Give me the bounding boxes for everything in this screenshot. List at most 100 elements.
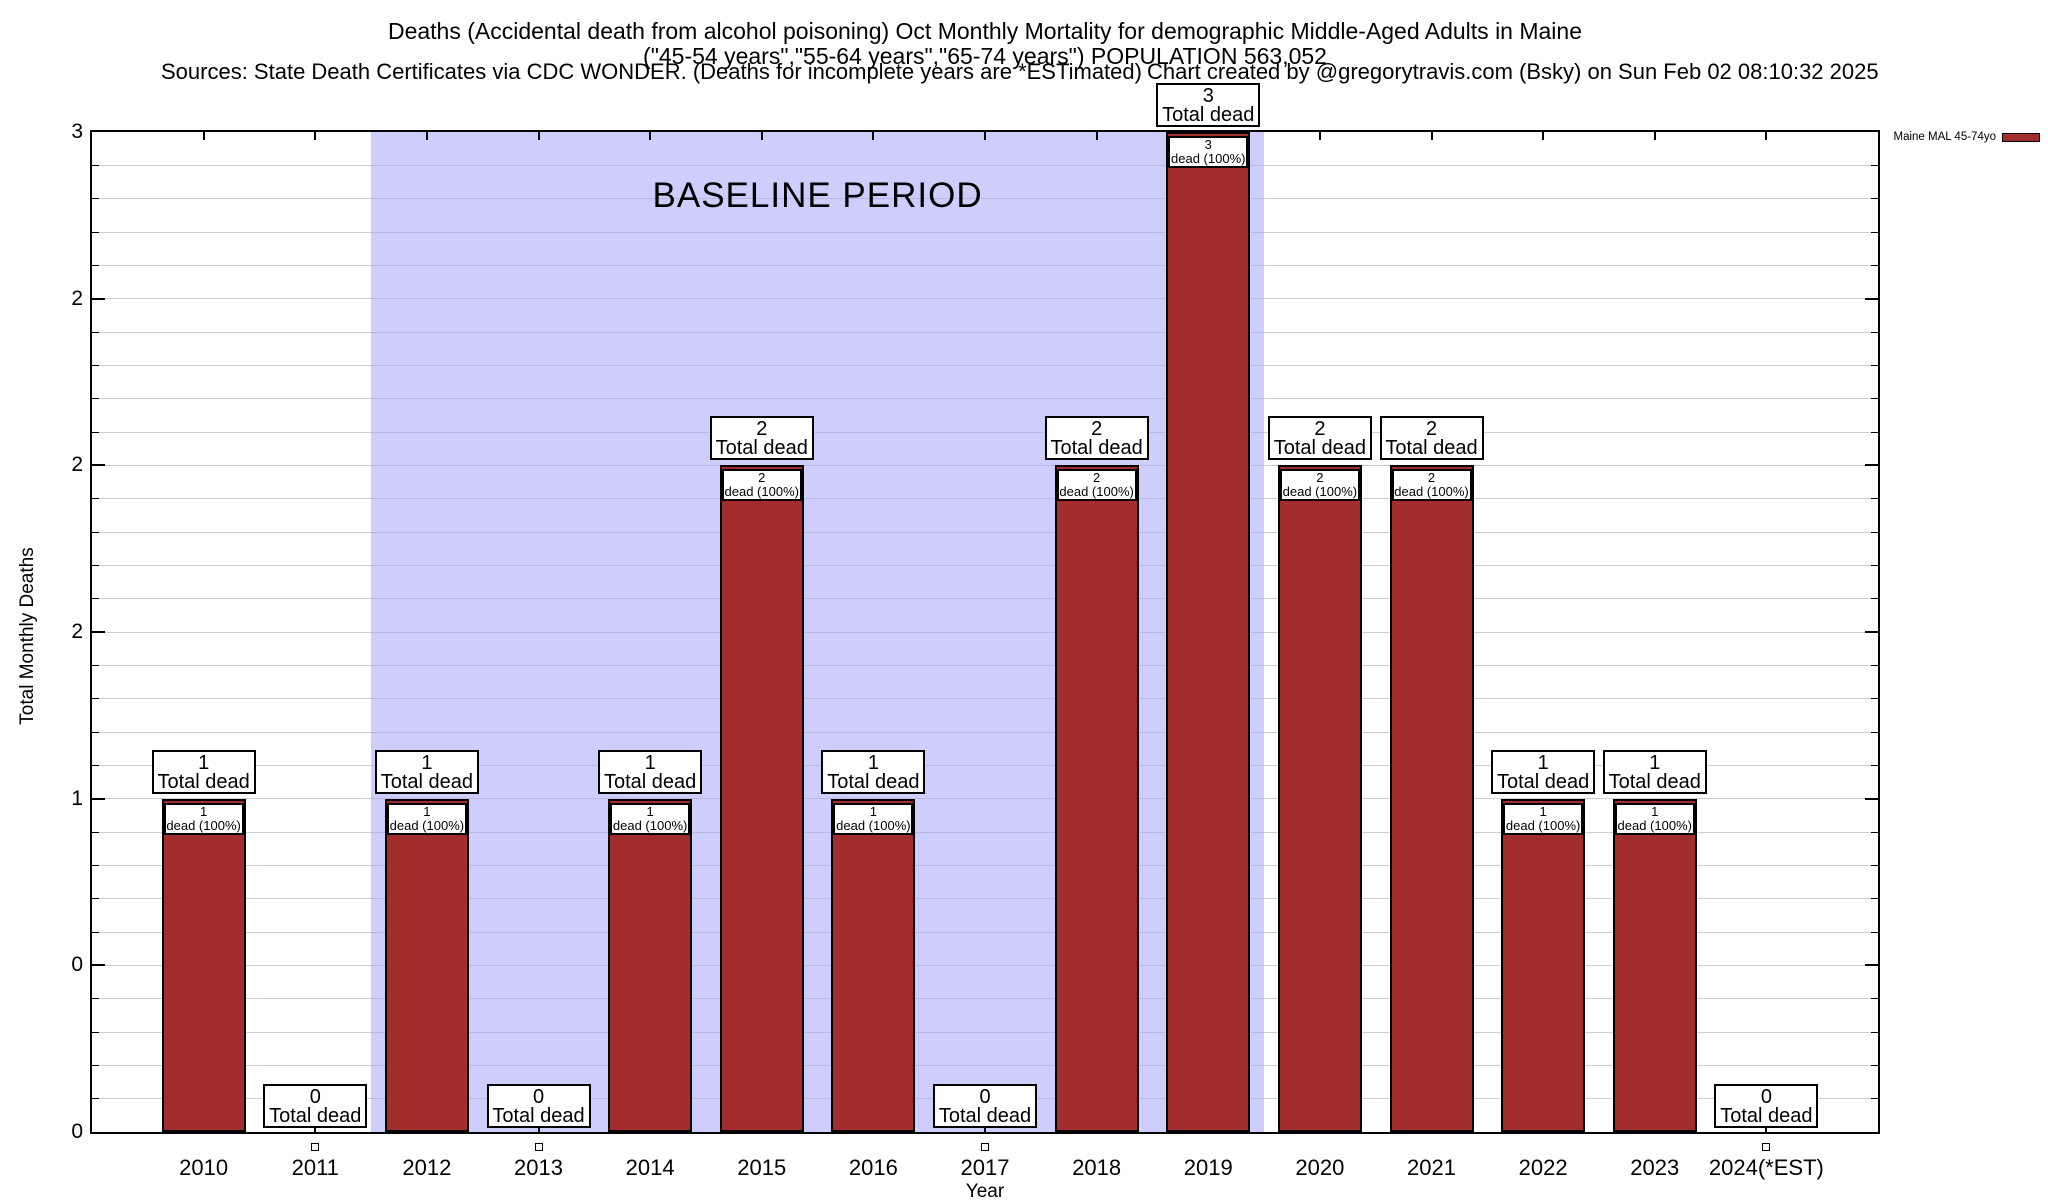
- bar-top-label-2019: 3 Total dead: [1156, 83, 1261, 127]
- x-tick-label: 2010: [179, 1155, 229, 1180]
- y-tick-label: 2: [71, 620, 83, 643]
- y-minor-tick: [1871, 598, 1878, 600]
- top-label-value: 2: [1091, 418, 1103, 441]
- bar-2018: [1054, 465, 1139, 1132]
- y-minor-tick: [92, 498, 99, 500]
- legend-swatch: [2002, 133, 2040, 142]
- x-tick-label: 2024(*EST): [1708, 1155, 1824, 1180]
- y-minor-tick: [92, 731, 99, 733]
- y-major-tick: [1865, 964, 1878, 967]
- inner-label-value: 1: [869, 803, 877, 819]
- x-top-tick: [872, 132, 875, 140]
- bar-top-label-2022: 1 Total dead: [1491, 749, 1596, 794]
- y-minor-tick: [1871, 1098, 1878, 1100]
- y-major-tick: [92, 964, 105, 967]
- x-top-tick: [537, 132, 540, 140]
- inner-label-text: dead (100%): [724, 484, 799, 500]
- bar-2023: [1612, 798, 1697, 1132]
- x-tick-label: 2023: [1630, 1155, 1680, 1180]
- bar-top-label-2018: 2 Total dead: [1044, 416, 1149, 461]
- bar-inner-label-2022: 1 dead (100%): [1503, 802, 1584, 835]
- y-minor-tick: [1871, 664, 1878, 666]
- y-minor-tick: [1871, 998, 1878, 1000]
- zero-marker-2024(*EST): [1762, 1143, 1771, 1151]
- inner-label-value: 2: [1093, 470, 1101, 486]
- x-bottom-tick: [1765, 1124, 1768, 1132]
- y-minor-tick: [92, 898, 99, 900]
- bar-inner-label-2021: 2 dead (100%): [1391, 469, 1472, 502]
- x-bottom-tick: [984, 1124, 986, 1132]
- y-minor-tick: [1871, 931, 1878, 933]
- y-minor-tick: [92, 864, 99, 866]
- sources-note: Sources: State Death Certificates via CD…: [161, 59, 1142, 84]
- y-minor-tick: [1871, 331, 1878, 333]
- y-minor-tick: [92, 264, 99, 266]
- x-tick-label: 2019: [1183, 1155, 1233, 1180]
- top-label-text: Total dead: [1385, 437, 1478, 460]
- bar-2016: [831, 798, 916, 1132]
- inner-label-value: 2: [758, 470, 766, 486]
- x-top-tick: [1318, 132, 1321, 140]
- top-label-value: 2: [756, 418, 768, 441]
- bar-top-label-2013: 0 Total dead: [486, 1084, 591, 1128]
- inner-label-text: dead (100%): [612, 817, 688, 833]
- bar-top-label-2015: 2 Total dead: [709, 416, 814, 461]
- bar-top-label-2024(*EST): 0 Total dead: [1714, 1084, 1819, 1128]
- top-label-text: Total dead: [715, 437, 808, 460]
- y-tick-label: 2: [71, 286, 83, 310]
- top-label-text: Total dead: [1273, 437, 1367, 460]
- y-minor-tick: [1871, 764, 1878, 766]
- x-tick-label: 2017: [960, 1155, 1010, 1180]
- top-label-text: Total dead: [603, 770, 697, 793]
- y-minor-tick: [1871, 1064, 1878, 1066]
- x-tick-label: 2020: [1295, 1155, 1345, 1180]
- bar-2019: [1166, 132, 1251, 1132]
- x-tick-label: 2015: [737, 1155, 787, 1180]
- bar-inner-label-2012: 1 dead (100%): [386, 802, 467, 835]
- y-minor-tick: [92, 664, 99, 666]
- bar-top-label-2021: 2 Total dead: [1379, 416, 1484, 461]
- top-label-value: 3: [1202, 85, 1214, 107]
- top-label-value: 0: [979, 1086, 991, 1108]
- inner-label-text: dead (100%): [1282, 484, 1358, 500]
- y-minor-tick: [1871, 698, 1878, 700]
- bar-inner-label-2019: 3 dead (100%): [1168, 136, 1249, 168]
- y-minor-tick: [92, 998, 99, 1000]
- x-top-tick: [1653, 132, 1656, 140]
- x-top-tick: [760, 132, 763, 140]
- bar-top-label-2011: 0 Total dead: [263, 1084, 368, 1128]
- inner-label-value: 1: [423, 803, 431, 819]
- x-top-tick: [984, 132, 986, 140]
- y-tick-label: 3: [71, 120, 83, 143]
- top-label-text: Total dead: [1496, 770, 1590, 793]
- y-minor-tick: [1871, 198, 1878, 200]
- top-label-value: 1: [421, 751, 433, 774]
- x-tick-label: 2013: [514, 1155, 563, 1180]
- bar-inner-label-2020: 2 dead (100%): [1279, 469, 1360, 502]
- x-top-tick: [1765, 132, 1768, 140]
- y-minor-tick: [92, 431, 99, 433]
- top-label-value: 1: [1649, 751, 1661, 774]
- x-bottom-tick: [314, 1124, 317, 1132]
- x-tick-label: 2016: [848, 1155, 898, 1180]
- y-minor-tick: [92, 564, 99, 566]
- inner-label-text: dead (100%): [1394, 484, 1469, 500]
- top-label-value: 0: [532, 1086, 545, 1108]
- inner-label-value: 1: [1651, 803, 1659, 819]
- top-label-text: Total dead: [157, 770, 250, 793]
- top-label-text: Total dead: [380, 770, 474, 793]
- y-minor-tick: [92, 1098, 99, 1100]
- x-top-tick: [1095, 132, 1098, 140]
- inner-label-value: 1: [646, 803, 654, 819]
- top-label-text: Total dead: [1720, 1105, 1813, 1127]
- top-label-text: Total dead: [938, 1105, 1032, 1127]
- inner-label-value: 2: [1316, 470, 1324, 486]
- y-minor-tick: [1871, 531, 1878, 533]
- x-bottom-tick: [537, 1124, 540, 1132]
- y-minor-tick: [1871, 898, 1878, 900]
- top-label-value: 1: [867, 751, 879, 774]
- y-minor-tick: [92, 164, 99, 166]
- bar-top-label-2014: 1 Total dead: [598, 749, 703, 794]
- y-minor-tick: [92, 764, 99, 766]
